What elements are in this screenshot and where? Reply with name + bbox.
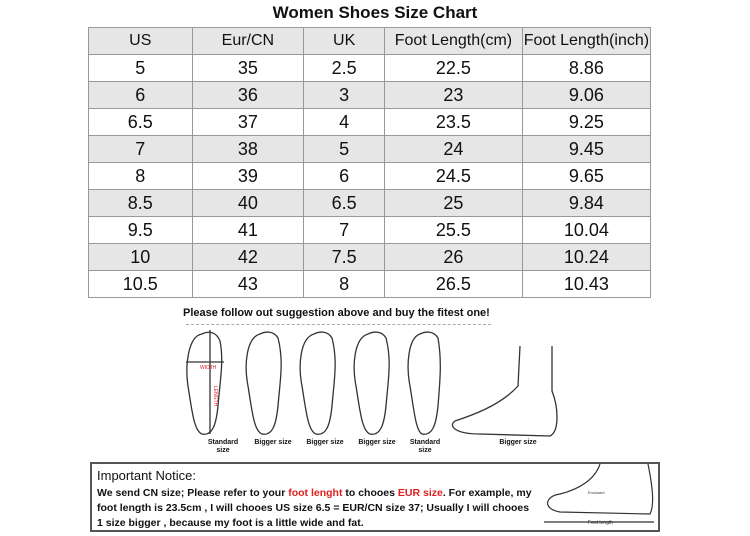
table-cell: 9.65 (521, 162, 652, 190)
table-row: 7 38 5 24 9.45 (88, 135, 652, 163)
svg-text:WIDTH: WIDTH (200, 365, 217, 371)
table-row: 9.5 41 7 25.5 10.04 (88, 216, 652, 244)
table-cell: 7 (303, 216, 386, 244)
table-cell: 8 (303, 270, 386, 298)
table-cell: 10.5 (88, 270, 193, 298)
svg-text:LENGTH: LENGTH (212, 386, 218, 407)
table-cell: 37 (191, 108, 305, 136)
table-cell: 8 (88, 162, 193, 190)
foot-bigger-3 (353, 331, 390, 435)
caption: Standard size (207, 439, 239, 454)
caption: Bigger size (358, 439, 396, 446)
caption: Bigger size (254, 439, 292, 446)
table-cell: 25.5 (384, 216, 523, 244)
table-cell: 6 (88, 81, 193, 109)
foot-length-diagram: Enclosed Foot length (544, 464, 654, 526)
table-cell: 23.5 (384, 108, 523, 136)
table-cell: 9.06 (521, 81, 652, 109)
column-header: Foot Length(inch) (521, 27, 652, 55)
foot-standard-2 (407, 331, 441, 435)
table-cell: 10 (88, 243, 193, 271)
table-cell: 24 (384, 135, 523, 163)
column-header: Foot Length(cm) (384, 27, 523, 55)
table-cell: 5 (303, 135, 386, 163)
foot-side (451, 345, 558, 437)
table-cell: 9.5 (88, 216, 193, 244)
table-cell: 10.43 (521, 270, 652, 298)
foot-standard-1: WIDTH LENGTH (186, 330, 224, 435)
table-cell: 6.5 (303, 189, 386, 217)
notice-title: Important Notice: (97, 468, 196, 483)
table-cell: 36 (191, 81, 305, 109)
table-row: 6.5 37 4 23.5 9.25 (88, 108, 652, 136)
divider (186, 324, 491, 325)
table-row: 10.5 43 8 26.5 10.43 (88, 270, 652, 298)
table-cell: 9.25 (521, 108, 652, 136)
table-cell: 10.24 (521, 243, 652, 271)
table-cell: 38 (191, 135, 305, 163)
table-row: 10 42 7.5 26 10.24 (88, 243, 652, 271)
table-cell: 25 (384, 189, 523, 217)
size-table: US Eur/CN UK Foot Length(cm) Foot Length(inc… (88, 27, 652, 298)
table-row: 6 36 3 23 9.06 (88, 81, 652, 109)
svg-text:Foot length: Foot length (588, 520, 613, 526)
table-row: 5 35 2.5 22.5 8.86 (88, 54, 652, 82)
table-row: 8 39 6 24.5 9.65 (88, 162, 652, 190)
table-cell: 2.5 (303, 54, 386, 82)
table-cell: 40 (191, 189, 305, 217)
table-cell: 26.5 (384, 270, 523, 298)
table-cell: 42 (191, 243, 305, 271)
table-cell: 10.04 (521, 216, 652, 244)
table-cell: 22.5 (384, 54, 523, 82)
caption: Bigger size (306, 439, 344, 446)
feet-illustration: WIDTH LENGTH (186, 330, 558, 437)
table-cell: 23 (384, 81, 523, 109)
table-cell: 26 (384, 243, 523, 271)
table-cell: 9.45 (521, 135, 652, 163)
table-cell: 41 (191, 216, 305, 244)
table-cell: 24.5 (384, 162, 523, 190)
svg-text:Enclosed: Enclosed (588, 490, 604, 495)
table-cell: 7.5 (303, 243, 386, 271)
table-cell: 9.84 (521, 189, 652, 217)
table-cell: 6.5 (88, 108, 193, 136)
table-cell: 8.5 (88, 189, 193, 217)
table-cell: 8.86 (521, 54, 652, 82)
table-cell: 35 (191, 54, 305, 82)
table-cell: 4 (303, 108, 386, 136)
table-cell: 5 (88, 54, 193, 82)
page-title: Women Shoes Size Chart (272, 3, 478, 22)
caption: Bigger size (499, 439, 537, 446)
caption: Standard size (409, 439, 441, 454)
table-cell: 3 (303, 81, 386, 109)
column-header: Eur/CN (191, 27, 305, 55)
suggestion-text: Please follow out suggestion above and b… (183, 307, 490, 319)
foot-bigger-1 (245, 331, 282, 435)
notice-body: We send CN size; Please refer to your fo… (97, 487, 532, 529)
foot-bigger-2 (299, 331, 336, 435)
table-header-row: US Eur/CN UK Foot Length(cm) Foot Length(inc… (88, 27, 652, 55)
important-notice: Important Notice: We send CN size; Pleas… (90, 462, 660, 532)
table-cell: 43 (191, 270, 305, 298)
column-header: US (88, 27, 193, 55)
table-cell: 6 (303, 162, 386, 190)
table-row: 8.5 40 6.5 25 9.84 (88, 189, 652, 217)
table-cell: 39 (191, 162, 305, 190)
table-cell: 7 (88, 135, 193, 163)
column-header: UK (303, 27, 386, 55)
